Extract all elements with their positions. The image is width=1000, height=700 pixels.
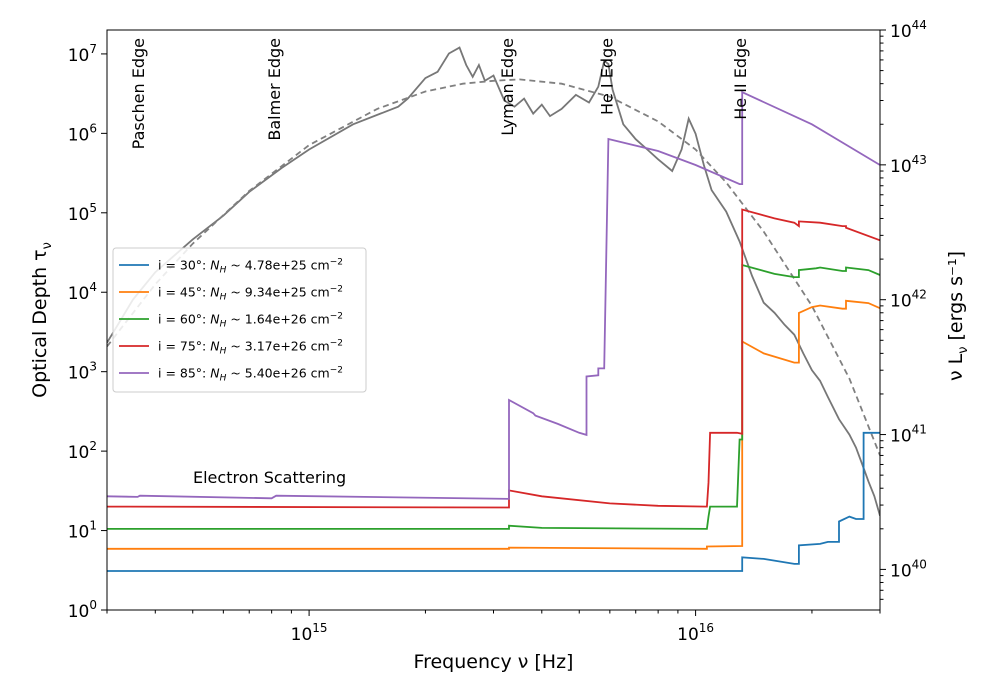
y-right-tick-label-1: 1041 <box>890 423 927 447</box>
x-tick-label-1: 1016 <box>677 621 714 645</box>
spectrum-layer <box>107 46 880 516</box>
edge-label-0: Paschen Edge <box>129 38 148 149</box>
y-left-tick-label-3: 103 <box>68 360 97 384</box>
y-right-tick-label-3: 1043 <box>890 153 927 177</box>
y-right-tick-label-2: 1042 <box>890 288 927 312</box>
series-line-3 <box>107 208 880 509</box>
y-left-tick-label-0: 100 <box>68 598 97 622</box>
y-left-tick-label-1: 101 <box>68 519 97 543</box>
y-axis-right-label: ν Lν [ergs s⁻¹] <box>945 251 971 381</box>
observed-spectrum-line <box>107 46 880 516</box>
x-axis-label: Frequency ν [Hz] <box>414 651 574 673</box>
x-tick-label-0: 1015 <box>291 621 328 645</box>
y-left-tick-label-6: 106 <box>68 121 97 145</box>
edges-layer: Paschen Edge Balmer Edge Lyman Edge He I Ed… <box>129 38 750 149</box>
edge-label-3: He I Edge <box>597 38 616 115</box>
legend-entry-1: i = 45°: NH ~ 9.34e+25 cm−2 <box>158 285 343 303</box>
legend: i = 30°: NH ~ 4.78e+25 cm−2 i = 45°: NH ~… <box>112 247 367 393</box>
legend-entry-3: i = 75°: NH ~ 3.17e+26 cm−2 <box>158 339 343 357</box>
series-line-1 <box>107 299 880 550</box>
y-left-tick-label-2: 102 <box>68 439 97 463</box>
y-right-tick-label-4: 1044 <box>890 18 927 42</box>
series-line-0 <box>107 431 880 572</box>
edge-label-1: Balmer Edge <box>265 38 284 141</box>
legend-entry-4: i = 85°: NH ~ 5.40e+26 cm−2 <box>158 366 343 384</box>
series-line-4 <box>107 90 880 500</box>
model-spectrum-dashed-line <box>107 78 880 456</box>
series-line-2 <box>107 263 880 530</box>
electron-scattering-annotation: Electron Scattering <box>193 468 346 487</box>
edge-label-4: He II Edge <box>731 38 750 120</box>
legend-entry-2: i = 60°: NH ~ 1.64e+26 cm−2 <box>158 312 343 330</box>
y-left-tick-label-7: 107 <box>68 42 97 66</box>
ticks-layer: 1015 1016 100 101 102 103 104 105 106 107 1040 1041… <box>68 18 927 645</box>
y-right-tick-label-0: 1040 <box>890 557 927 581</box>
edge-label-2: Lyman Edge <box>498 38 517 136</box>
y-axis-left-label: Optical Depth τν <box>29 242 55 398</box>
series-layer <box>107 90 880 572</box>
legend-entry-0: i = 30°: NH ~ 4.78e+25 cm−2 <box>158 258 343 276</box>
y-left-tick-label-4: 104 <box>68 280 97 304</box>
y-left-tick-label-5: 105 <box>68 201 97 225</box>
